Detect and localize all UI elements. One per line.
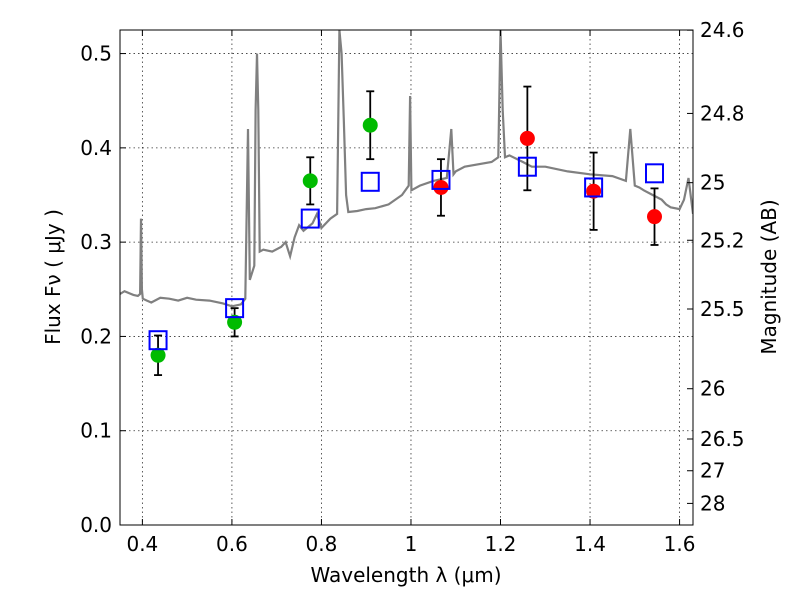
right-tick-label: 26 xyxy=(700,377,725,401)
right-axis-label: Magnitude (AB) xyxy=(757,199,781,354)
data-point-circle xyxy=(150,347,166,363)
data-point-circle xyxy=(362,117,378,133)
model-point-square xyxy=(517,156,537,177)
model-point-square xyxy=(431,169,451,190)
right-tick-label: 25 xyxy=(700,171,725,195)
right-tick-label: 25.5 xyxy=(700,297,745,321)
right-tick-label: 28 xyxy=(700,491,725,515)
right-tick-label: 24.6 xyxy=(700,18,745,42)
data-point-circle xyxy=(586,183,602,199)
model-point-square xyxy=(225,298,245,319)
data-point-circle xyxy=(519,130,535,146)
data-point-circle xyxy=(433,179,449,195)
data-point-circle xyxy=(647,209,663,225)
model-spectrum-line xyxy=(120,30,693,308)
model-point-square xyxy=(360,171,380,192)
model-point-square xyxy=(645,163,665,184)
y-tick-label: 0.4 xyxy=(80,136,112,160)
x-tick-label: 0.6 xyxy=(216,532,248,556)
model-point-square xyxy=(584,177,604,198)
right-tick-label: 27 xyxy=(700,459,725,483)
right-tick-label: 24.8 xyxy=(700,101,745,125)
model-point-square xyxy=(300,208,320,229)
x-axis-label: Wavelength λ (μm) xyxy=(310,563,501,587)
data-markers xyxy=(148,117,665,363)
plot-background xyxy=(120,30,693,525)
y-tick-label: 0.0 xyxy=(80,513,112,537)
y-axis-label: Flux Fν ( μJy ) xyxy=(41,209,65,345)
x-tick-label: 1.4 xyxy=(574,532,606,556)
y-tick-label: 0.2 xyxy=(80,324,112,348)
y-tick-label: 0.3 xyxy=(80,230,112,254)
data-point-circle xyxy=(227,314,243,330)
x-tick-label: 1.6 xyxy=(664,532,696,556)
x-tick-label: 1 xyxy=(405,532,418,556)
model-point-square xyxy=(148,330,168,351)
y-tick-label: 0.1 xyxy=(80,419,112,443)
right-tick-label: 25.2 xyxy=(700,228,745,252)
plot-frame xyxy=(119,29,694,526)
x-tick-label: 0.8 xyxy=(306,532,338,556)
right-tick-label: 26.5 xyxy=(700,427,745,451)
data-point-circle xyxy=(302,173,318,189)
ticks: 0.4 0.6 0.8 1 1.2 1.4 1.6 0.0 0.1 0.2 0.3 0.4 0.5 24.… xyxy=(80,18,744,556)
x-tick-label: 0.4 xyxy=(126,532,158,556)
x-tick-label: 1.2 xyxy=(485,532,517,556)
y-tick-label: 0.5 xyxy=(80,42,112,66)
model-spectrum-layer xyxy=(120,30,693,308)
